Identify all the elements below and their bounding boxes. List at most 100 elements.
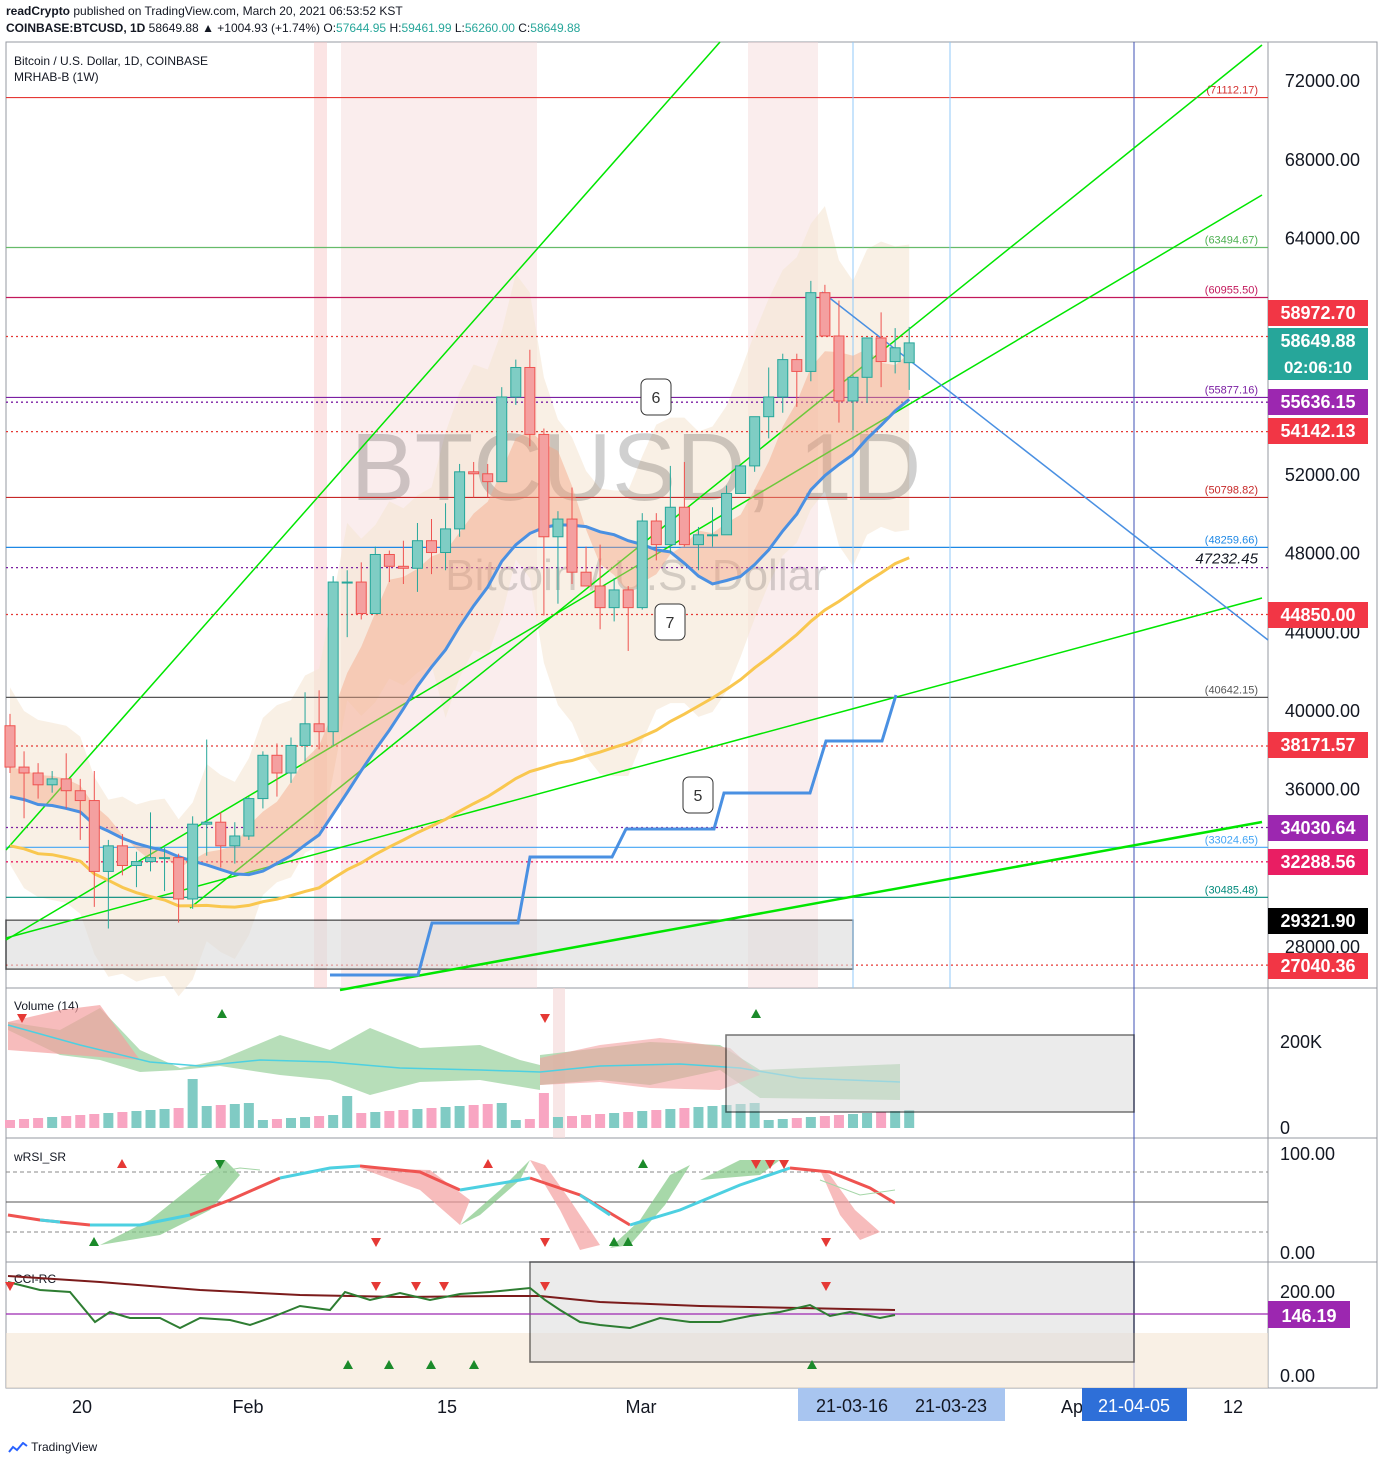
signal-down-icon	[540, 1014, 550, 1023]
arrow-down-icon	[371, 1282, 381, 1291]
candle-body	[650, 520, 662, 546]
price-label: 32288.56	[1280, 852, 1355, 872]
volume-bar	[286, 1118, 296, 1128]
candle-body	[805, 292, 817, 372]
volume-bar	[117, 1112, 128, 1128]
indicator-name: MRHAB-B (1W)	[14, 70, 99, 84]
price-tick: 68000.00	[1285, 150, 1360, 170]
wrsi-band	[700, 1160, 780, 1180]
time-tick: 15	[437, 1397, 457, 1417]
volume-bar	[75, 1115, 86, 1128]
volume-bar	[510, 1120, 521, 1128]
volume-bar	[805, 1117, 816, 1128]
level-label: (30485.48)	[1205, 884, 1258, 896]
moving-average-yellow	[9, 556, 910, 909]
candle-body	[426, 540, 437, 554]
volume-bar	[862, 1113, 873, 1128]
price-label-bg	[1268, 908, 1368, 934]
candle-body	[482, 473, 494, 483]
time-tick: Mar	[626, 1397, 657, 1417]
volume-bar	[679, 1108, 690, 1128]
candle-body	[538, 433, 550, 538]
price-tick: 64000.00	[1285, 229, 1360, 249]
volume-bar	[398, 1110, 409, 1128]
price-tick: 72000.00	[1285, 71, 1360, 91]
price-tick: 52000.00	[1285, 465, 1360, 485]
time-range-start: 21-03-16	[816, 1396, 888, 1416]
volume-bar	[145, 1110, 156, 1128]
level-label: (63494.67)	[1205, 235, 1258, 247]
volume-bar	[229, 1104, 240, 1128]
candle-body	[735, 465, 747, 494]
level-label: (71112.17)	[1206, 85, 1258, 97]
volume-bar	[468, 1105, 479, 1128]
level-label: (50798.82)	[1205, 484, 1258, 496]
author[interactable]: readCrypto	[6, 4, 71, 18]
arrow-down-icon	[779, 1160, 789, 1169]
price-label-bg	[1268, 389, 1368, 415]
trend-line	[339, 820, 1263, 992]
trend-line	[5, 41, 721, 851]
candle-body	[4, 725, 16, 768]
arrow-up-icon	[117, 1159, 127, 1168]
countdown-label: 02:06:10	[1284, 358, 1352, 377]
candle-body	[271, 754, 283, 774]
time-single-highlight	[1082, 1388, 1187, 1421]
trend-line	[189, 44, 1263, 909]
price-label-bg	[1268, 732, 1368, 758]
volume-bar	[47, 1117, 58, 1128]
wrsi-line	[279, 1164, 361, 1180]
price-tick: 28000.00	[1285, 937, 1360, 957]
volume-bar	[609, 1113, 620, 1128]
level-label: (60955.50)	[1205, 284, 1258, 296]
wrsi-line	[579, 1193, 611, 1217]
low-value: 56260.00	[464, 21, 515, 35]
candle-body	[74, 790, 86, 802]
moving-average-blue	[9, 398, 911, 877]
volume-bar	[61, 1116, 72, 1128]
wrsi-band	[820, 1170, 880, 1240]
arrow-up-icon	[89, 1237, 99, 1246]
arrow-down-icon	[765, 1160, 775, 1169]
ma-fill	[10, 349, 910, 875]
level-label: (33024.65)	[1205, 834, 1258, 846]
volume-bar	[384, 1111, 395, 1128]
chart-title: Bitcoin / U.S. Dollar, 1D, COINBASE	[14, 54, 208, 68]
volume-bar	[243, 1103, 254, 1128]
candle-body	[60, 778, 72, 792]
volume-bar	[187, 1079, 198, 1128]
arrow-down-icon	[5, 1282, 15, 1291]
volume-bar	[721, 1105, 732, 1128]
volume-bar	[482, 1104, 493, 1128]
wrsi-title: wRSI_SR	[13, 1150, 66, 1164]
candle-body	[285, 744, 297, 774]
wrsi-tick: 100.00	[1280, 1144, 1335, 1164]
volume-bar	[651, 1110, 662, 1128]
price-label: 54142.13	[1280, 421, 1355, 441]
price-label: 44850.00	[1280, 605, 1355, 625]
tradingview-logo[interactable]: TradingView	[8, 1440, 97, 1454]
candle-body	[46, 778, 58, 786]
volume-bar	[215, 1105, 226, 1128]
candle-body	[468, 471, 480, 475]
cloud-band	[10, 206, 910, 997]
volume-bar	[370, 1112, 381, 1128]
volume-bar	[159, 1109, 170, 1128]
wrsi-band	[360, 1168, 470, 1225]
wrsi-band	[100, 1160, 240, 1245]
volume-bar	[314, 1116, 325, 1128]
wrsi-line	[39, 1218, 61, 1224]
volume-bar	[763, 1120, 774, 1128]
volume-bar	[131, 1111, 142, 1128]
open-label: O:	[320, 21, 337, 35]
volume-bar	[538, 1093, 549, 1128]
volume-bar	[595, 1114, 606, 1128]
arrow-down-icon	[411, 1282, 421, 1291]
candle-body	[397, 565, 409, 569]
candle-body	[369, 553, 381, 615]
close-value: 58649.88	[530, 21, 581, 35]
symbol-label: COINBASE:BTCUSD, 1D	[6, 21, 146, 35]
arrow-up-icon	[609, 1237, 619, 1246]
volume-bar	[904, 1110, 915, 1128]
